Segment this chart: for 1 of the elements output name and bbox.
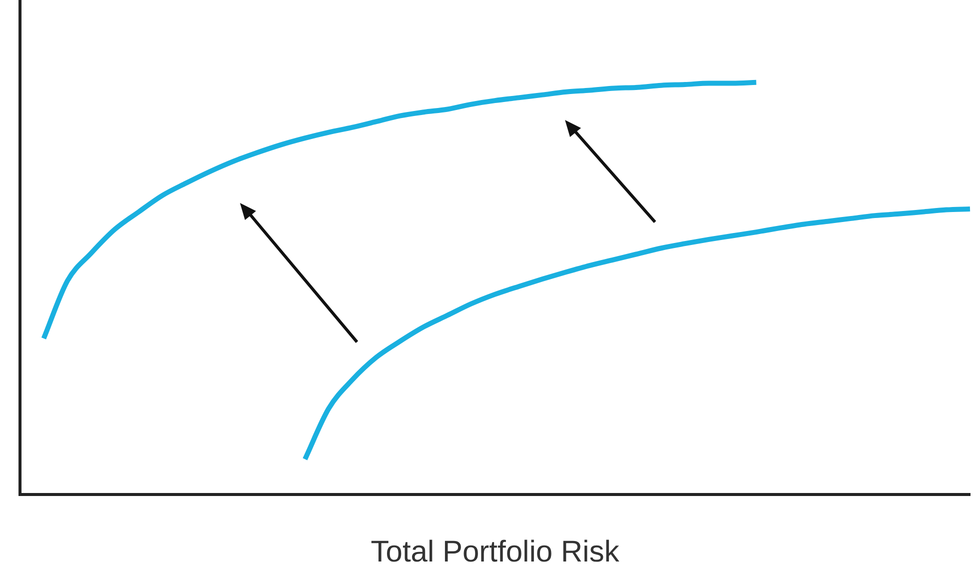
x-axis-title: Total Portfolio Risk — [370, 535, 620, 568]
